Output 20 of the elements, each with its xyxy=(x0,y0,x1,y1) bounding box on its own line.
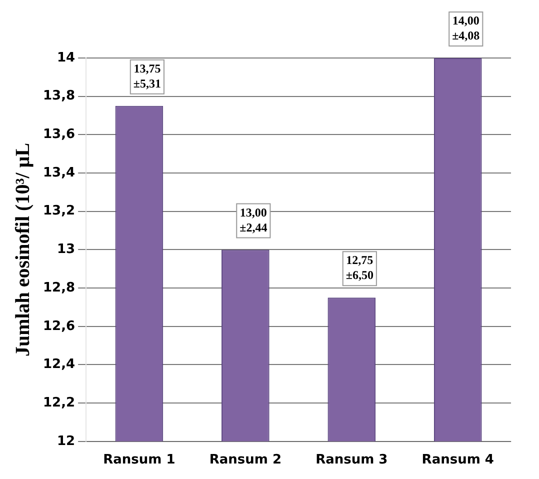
data-label: 13,00 ±2,44 xyxy=(240,205,268,234)
y-tick-label: 12,2 xyxy=(42,395,76,410)
data-label: 14,00 ±4,08 xyxy=(452,14,480,43)
y-tick-label: 12 xyxy=(56,434,76,449)
y-tick-label: 13,8 xyxy=(42,88,76,104)
y-tick-label: 12,6 xyxy=(42,318,76,334)
y-tick-label: 12,8 xyxy=(42,280,76,296)
data-label: 13,75 ±5,31 xyxy=(133,62,161,91)
x-tick-label: Ransum 1 xyxy=(103,452,176,468)
y-axis-title: Jumlah eosinofil (10³/ µL xyxy=(12,142,34,357)
y-tick-label: 13,2 xyxy=(42,204,76,219)
y-tick-label: 12,4 xyxy=(42,357,76,372)
y-tick-label: 13 xyxy=(56,242,76,258)
y-tick-label: 14 xyxy=(56,50,76,66)
y-tick-label: 13,6 xyxy=(42,127,76,142)
x-tick-label: Ransum 3 xyxy=(316,452,388,468)
data-label: 12,75 ±6,50 xyxy=(346,253,374,282)
y-tick-label: 13,4 xyxy=(42,165,76,180)
x-tick-label: Ransum 2 xyxy=(209,452,282,468)
x-tick-label: Ransum 4 xyxy=(422,452,494,468)
